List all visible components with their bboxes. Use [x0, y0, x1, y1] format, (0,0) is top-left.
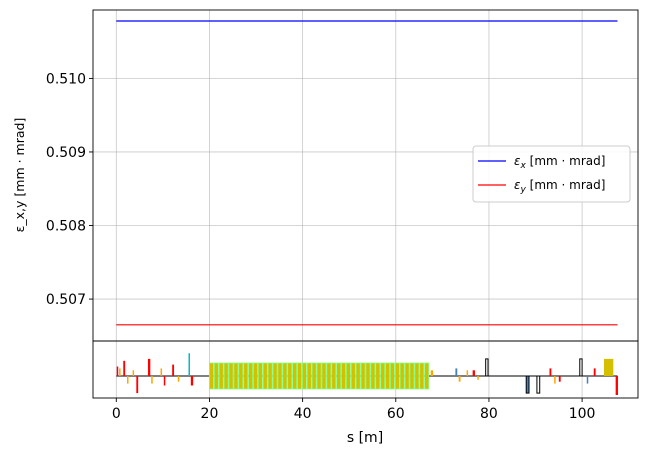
lattice-quad: [615, 376, 618, 395]
lattice-quad: [190, 376, 194, 386]
x-tick-label: 100: [569, 406, 596, 422]
lattice-box: [525, 375, 530, 394]
lattice-dipole: [311, 362, 317, 390]
lattice-dipole: [603, 358, 614, 376]
y-tick-label: 0.509: [46, 145, 86, 161]
top-series-lines: [116, 20, 618, 326]
lattice-dipole: [380, 362, 386, 390]
lattice-sext: [554, 376, 556, 384]
lattice-dipole: [414, 362, 420, 390]
legend-label-2: εy [mm · mrad]: [514, 178, 605, 195]
lattice-quad: [549, 368, 552, 376]
lattice-quad: [147, 358, 151, 376]
lattice-dipole: [277, 362, 283, 390]
lattice-dipole: [326, 362, 332, 390]
lattice-dipole: [292, 362, 298, 390]
lattice-sext: [458, 376, 461, 382]
lattice-dipole: [316, 362, 322, 390]
lattice-dipole: [419, 362, 425, 390]
lattice-quad: [123, 360, 126, 376]
top-y-ticks: 0.507 0.508 0.509 0.510: [46, 71, 93, 308]
legend-box: [472, 145, 631, 203]
lattice-dipole: [282, 362, 288, 390]
lattice-dipole: [243, 362, 249, 390]
lattice-box: [485, 358, 489, 377]
y-tick-label: 0.508: [46, 219, 86, 235]
lattice-dipole: [267, 362, 273, 390]
lattice-quad: [472, 370, 475, 376]
lattice-dipole: [331, 362, 337, 390]
lattice-dipole: [257, 362, 263, 390]
y-axis-label: ε_x,y [mm · mrad]: [12, 118, 27, 233]
legend: εx [mm · mrad] εy [mm · mrad]: [472, 145, 631, 203]
y-tick-label: 0.507: [46, 292, 86, 308]
lattice-sext: [177, 376, 180, 382]
lattice-dipole: [336, 362, 342, 390]
lattice-dipole: [385, 362, 390, 390]
lattice-quad: [455, 368, 458, 376]
lattice-dipole: [390, 362, 395, 390]
lattice-sext: [119, 368, 121, 376]
lattice-quad: [136, 376, 139, 394]
legend-label-1: εx [mm · mrad]: [514, 154, 605, 171]
x-tick-label: 60: [387, 406, 405, 422]
lattice-sext: [151, 376, 153, 384]
lattice-dipole: [399, 362, 405, 390]
lattice-dipole: [209, 362, 214, 390]
y-tick-label: 0.510: [46, 71, 86, 87]
lattice-dipole: [253, 362, 258, 390]
lattice-dipole: [301, 362, 307, 390]
lattice-sext: [430, 370, 434, 376]
lattice-dipole: [355, 362, 361, 390]
lattice-box: [536, 375, 541, 394]
lattice-dipole: [424, 362, 430, 390]
x-tick-label: 40: [294, 406, 312, 422]
x-tick-label: 20: [201, 406, 219, 422]
lattice-quad: [593, 368, 596, 376]
lattice-dipole: [223, 362, 229, 390]
lattice-dipole: [341, 362, 346, 390]
x-tick-label: 0: [112, 406, 121, 422]
lattice-dipole: [272, 362, 278, 390]
lattice-sext: [132, 370, 135, 376]
lattice-dipole: [404, 362, 410, 390]
lattice-dipole: [306, 362, 312, 390]
lattice-dipole: [350, 362, 356, 390]
lattice-elements: [116, 353, 618, 395]
lattice-quad: [116, 366, 119, 376]
lattice-sext: [466, 370, 469, 376]
lattice-quad: [163, 376, 166, 386]
bottom-plot-frame: [92, 340, 639, 399]
lattice-dipole: [370, 362, 376, 390]
lattice-corrector: [188, 353, 190, 376]
lattice-dipole: [233, 362, 239, 390]
x-tick-label: 80: [480, 406, 498, 422]
lattice-sext: [127, 376, 129, 384]
lattice-dipole: [287, 362, 293, 390]
lattice-dipole: [394, 362, 400, 390]
lattice-quad: [558, 376, 561, 382]
lattice-dipole: [365, 362, 371, 390]
lattice-dipole: [213, 362, 219, 390]
bottom-x-ticks: 0 20 40 60 80 100: [112, 398, 596, 422]
lattice-dipole: [375, 362, 381, 390]
lattice-dipole: [297, 362, 302, 390]
lattice-quad: [172, 364, 175, 376]
lattice-dipole: [218, 362, 224, 390]
lattice-sext: [477, 376, 479, 380]
lattice-dipole: [262, 362, 268, 390]
lattice-sext: [160, 368, 163, 376]
x-axis-label: s [m]: [347, 430, 383, 446]
lattice-quad: [586, 376, 589, 384]
lattice-dipole: [409, 362, 415, 390]
lattice-dipole: [248, 362, 253, 390]
lattice-dipole: [360, 362, 366, 390]
lattice-dipole: [321, 362, 327, 390]
lattice-dipole: [238, 362, 244, 390]
lattice-dipole: [346, 362, 351, 390]
lattice-box: [579, 358, 583, 377]
lattice-dipole: [228, 362, 234, 390]
